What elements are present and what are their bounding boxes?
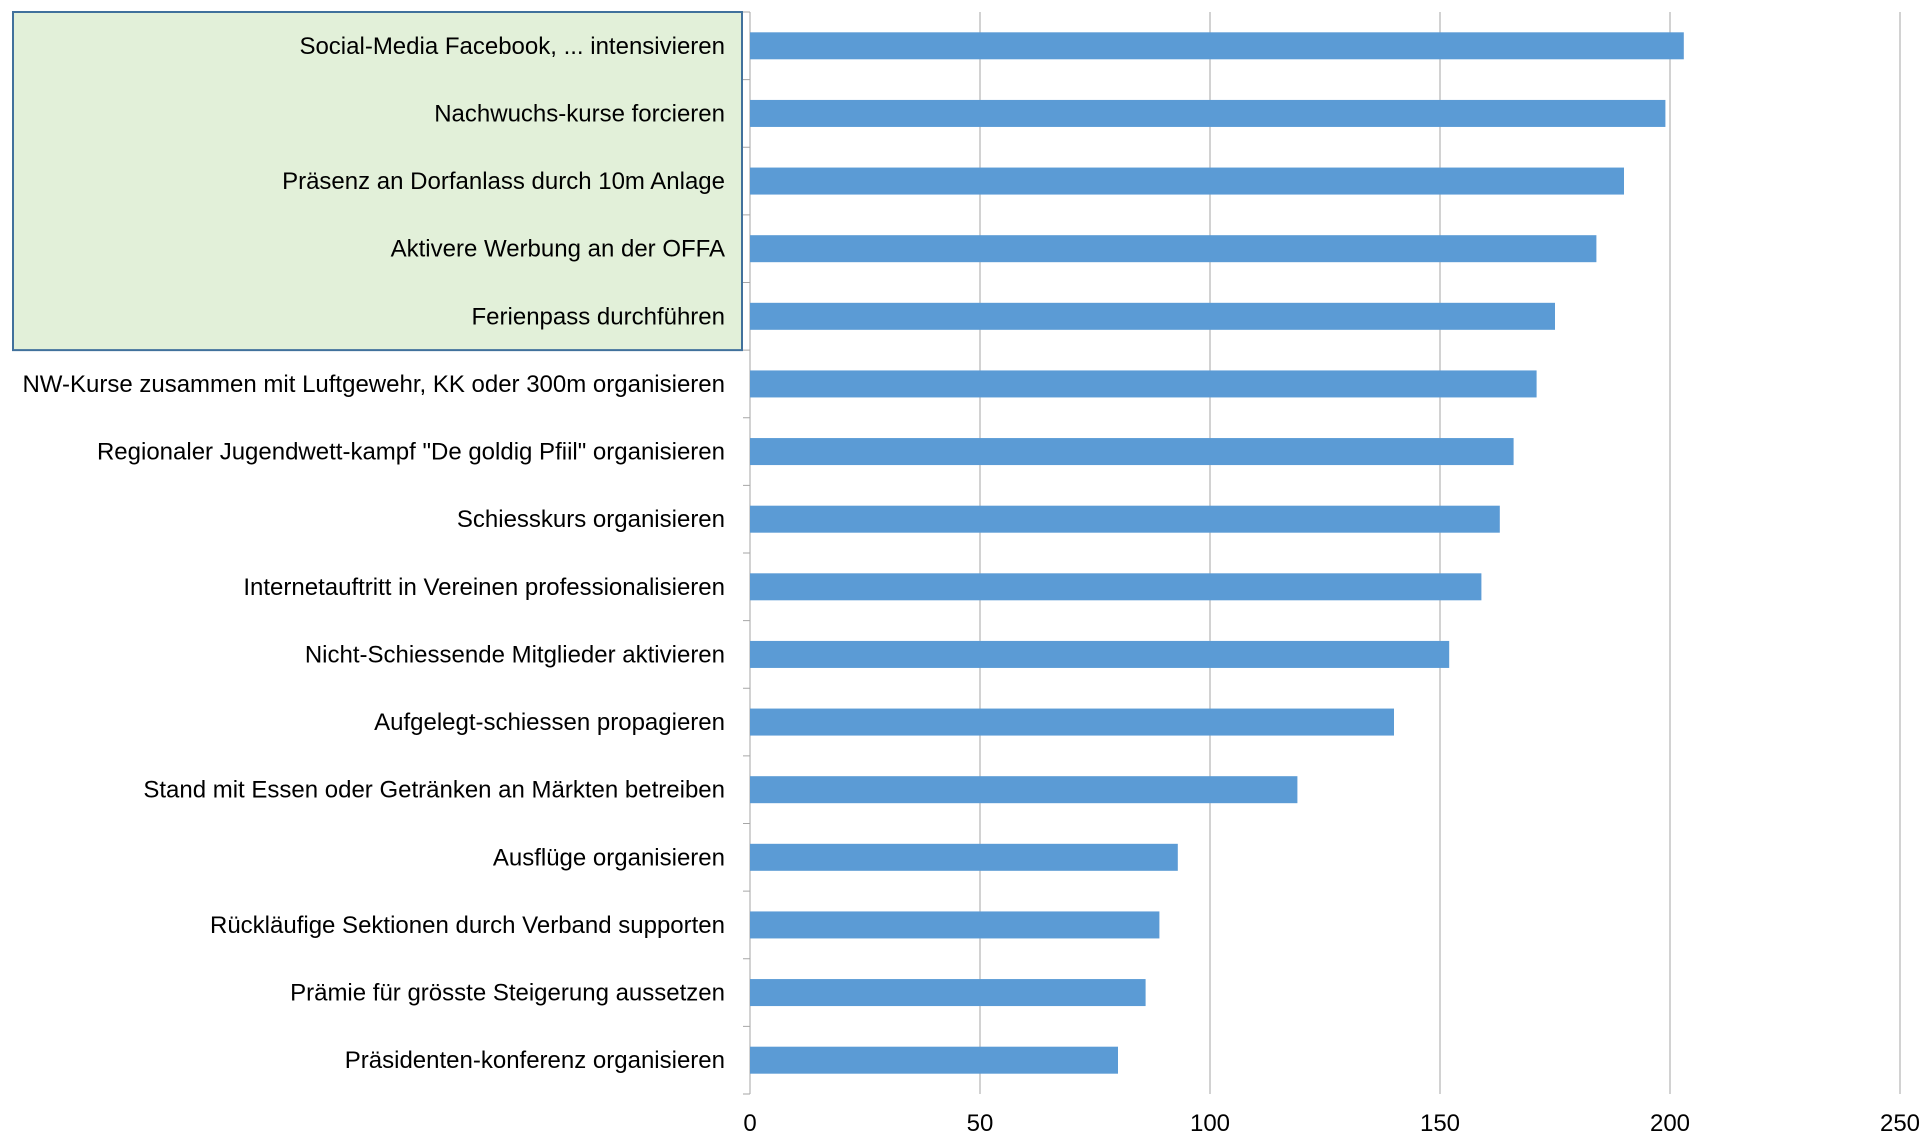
bar xyxy=(750,32,1684,60)
bar xyxy=(750,911,1160,939)
category-labels: Social-Media Facebook, ... intensivieren… xyxy=(22,33,725,1074)
bar xyxy=(750,302,1555,330)
category-label: NW-Kurse zusammen mit Luftgewehr, KK ode… xyxy=(22,371,725,398)
x-tick-label: 50 xyxy=(967,1110,994,1137)
category-label: Stand mit Essen oder Getränken an Märkte… xyxy=(143,777,725,804)
category-label: Rückläufige Sektionen durch Verband supp… xyxy=(210,912,725,939)
bar xyxy=(750,438,1514,466)
y-axis xyxy=(743,11,751,1095)
x-tick-labels: 0 50 100 150 200 250 xyxy=(743,1110,1920,1137)
bar xyxy=(750,573,1482,601)
bars xyxy=(750,32,1684,1074)
category-label: Präsenz an Dorfanlass durch 10m Anlage xyxy=(282,168,725,195)
bar xyxy=(750,370,1537,398)
category-label: Prämie für grösste Steigerung aussetzen xyxy=(290,980,725,1007)
bar xyxy=(750,708,1394,736)
bar xyxy=(750,640,1450,668)
x-tick-label: 150 xyxy=(1420,1110,1460,1137)
bar xyxy=(750,235,1597,263)
bar xyxy=(750,979,1146,1007)
x-tick-label: 100 xyxy=(1190,1110,1230,1137)
category-label: Präsidenten-konferenz organisieren xyxy=(345,1047,725,1074)
x-tick-label: 250 xyxy=(1880,1110,1920,1137)
category-label: Nachwuchs-kurse forcieren xyxy=(434,100,725,127)
highlight-box xyxy=(12,11,743,352)
bar xyxy=(750,99,1666,127)
category-label: Aufgelegt-schiessen propagieren xyxy=(374,709,725,736)
x-tick-label: 0 xyxy=(743,1110,756,1137)
bar xyxy=(750,1046,1118,1074)
x-tick-label: 200 xyxy=(1650,1110,1690,1137)
bar xyxy=(750,167,1624,195)
bar xyxy=(750,843,1178,871)
category-label: Ferienpass durchführen xyxy=(472,303,725,330)
category-label: Regionaler Jugendwett-kampf "De goldig P… xyxy=(97,439,725,466)
bar xyxy=(750,776,1298,804)
category-label: Ausflüge organisieren xyxy=(493,844,725,871)
category-label: Nicht-Schiessende Mitglieder aktivieren xyxy=(305,641,725,668)
category-label: Social-Media Facebook, ... intensivieren xyxy=(299,33,725,60)
category-label: Aktivere Werbung an der OFFA xyxy=(391,236,725,263)
category-label: Internetauftritt in Vereinen professiona… xyxy=(243,574,725,601)
bar xyxy=(750,505,1500,533)
category-label: Schiesskurs organisieren xyxy=(457,506,725,533)
